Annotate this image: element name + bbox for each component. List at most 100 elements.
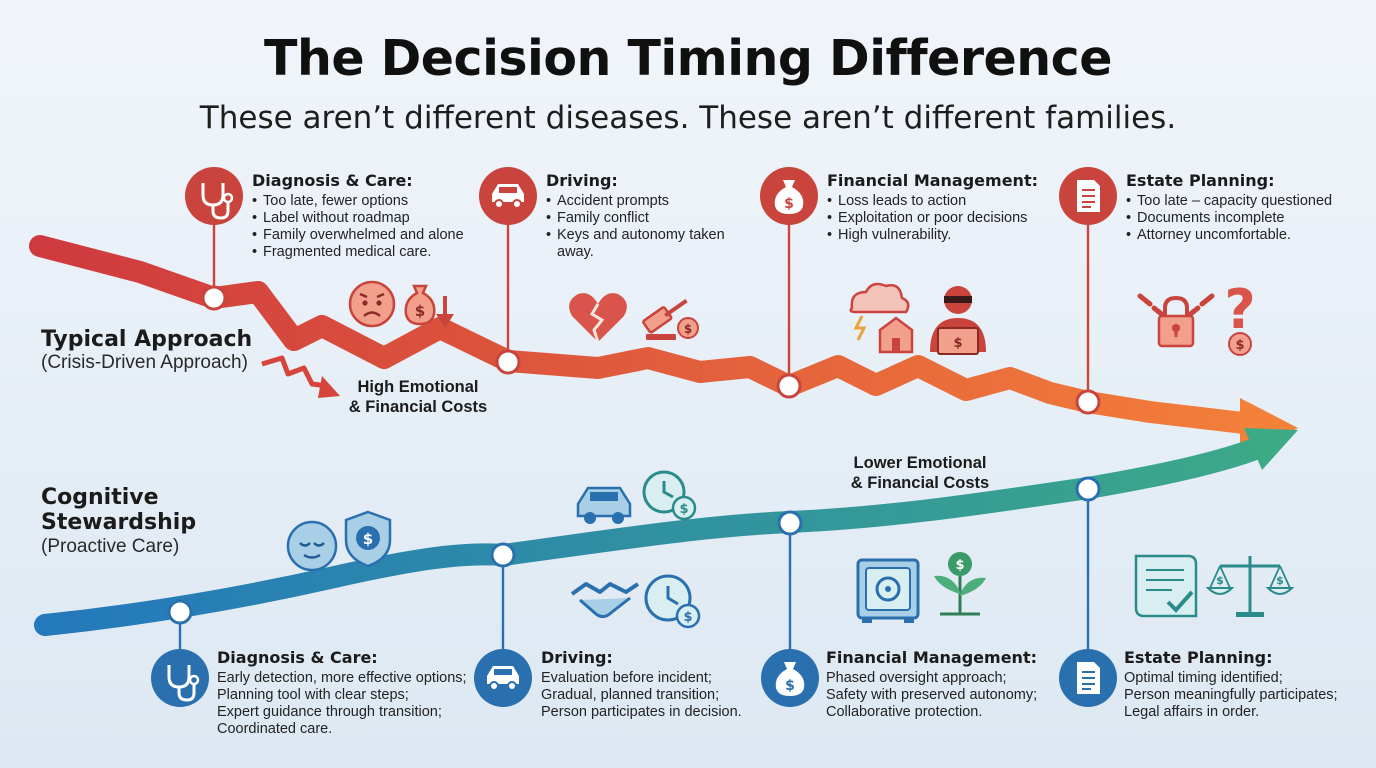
broken-heart-icon [569, 293, 627, 343]
stage-bullet: Family conflict [546, 210, 746, 227]
typical-approach-title: Typical Approach [41, 327, 253, 352]
safe-icon [856, 558, 920, 623]
stage-item: Gradual, planned transition; [541, 686, 720, 703]
stage-item: Collaborative protection. [826, 703, 983, 720]
money-bag-icon: $ [760, 167, 818, 225]
growth-plant-icon: $ [934, 552, 986, 616]
stage-item: Early detection, more effective options; [217, 669, 467, 686]
cognitive-stewardship-title-line1: Cognitive [41, 485, 159, 510]
clock-dollar-icon: $ [642, 470, 697, 521]
lower-costs-line2: & Financial Costs [850, 474, 990, 493]
lower-costs-label: Lower Emotional & Financial Costs [840, 453, 1000, 493]
scammer-icon: $ [930, 286, 986, 355]
stage-bullet: Attorney uncomfortable. [1126, 227, 1366, 244]
typical-stage-estate: Estate Planning: Too late – capacity que… [1126, 171, 1366, 244]
svg-text:$: $ [1235, 338, 1244, 353]
svg-text:$: $ [953, 336, 962, 351]
car-icon [479, 167, 537, 225]
stage-bullet: Label without roadmap [252, 210, 482, 227]
proactive-stage-diagnosis: Diagnosis & Care: Early detection, more … [217, 648, 487, 738]
stethoscope-icon [185, 167, 243, 225]
svg-text:$: $ [363, 530, 373, 548]
stage-item: Safety with preserved autonomy; [826, 686, 1038, 703]
proactive-stage-financial: Financial Management: Phased oversight a… [826, 648, 1056, 721]
stage-item: Person participates in decision. [541, 703, 742, 720]
stage-bullet: Accident prompts [546, 193, 746, 210]
stage-item: Coordinated care. [217, 720, 333, 737]
money-bag-icon: $ [761, 649, 819, 707]
svg-text:$: $ [784, 196, 794, 212]
stage-heading: Estate Planning: [1124, 648, 1273, 667]
lower-costs-line1: Lower Emotional [853, 454, 987, 472]
high-costs-label: High Emotional & Financial Costs [338, 377, 498, 417]
gavel-icon: $ [642, 298, 699, 340]
stage-bullet: Fragmented medical care. [252, 244, 482, 261]
svg-text:?: ? [1224, 278, 1255, 341]
worried-face-icon [348, 280, 396, 328]
stage-bullet: Too late, fewer options [252, 193, 482, 210]
proactive-path-markers [167, 476, 1101, 625]
page-subtitle: These aren’t different diseases. These a… [199, 100, 1177, 136]
stage-heading: Diagnosis & Care: [252, 171, 413, 190]
cognitive-stewardship-subtitle: (Proactive Care) [41, 535, 180, 557]
storm-house-icon [849, 282, 914, 354]
car-icon [474, 649, 532, 707]
stage-heading: Driving: [546, 171, 618, 190]
cognitive-stewardship-label: Cognitive Stewardship (Proactive Care) [41, 485, 196, 557]
scales-icon: $ $ [1205, 556, 1295, 617]
svg-text:$: $ [415, 302, 425, 320]
proactive-stage-driving: Driving: Evaluation before incident; Gra… [541, 648, 766, 721]
typical-stage-diagnosis: Diagnosis & Care: Too late, fewer option… [252, 171, 482, 261]
svg-text:$: $ [683, 610, 692, 625]
shield-dollar-icon: $ [344, 510, 392, 568]
typical-approach-subtitle: (Crisis-Driven Approach) [41, 352, 248, 374]
stage-item: Planning tool with clear steps; [217, 686, 409, 703]
signed-document-icon [1134, 554, 1198, 618]
calm-face-icon [286, 520, 338, 572]
high-costs-line2: & Financial Costs [348, 398, 488, 417]
typical-approach-label: Typical Approach (Crisis-Driven Approach… [41, 327, 252, 374]
stage-item: Expert guidance through transition; [217, 703, 442, 720]
stage-bullet: Exploitation or poor decisions [827, 210, 1057, 227]
typical-stage-financial: Financial Management: Loss leads to acti… [827, 171, 1057, 244]
stage-heading: Diagnosis & Care: [217, 648, 378, 667]
stethoscope-icon [151, 649, 209, 707]
chained-lock-icon [1137, 293, 1215, 348]
proactive-stage-estate: Estate Planning: Optimal timing identifi… [1124, 648, 1364, 721]
handshake-icon [570, 582, 640, 619]
stage-item: Legal affairs in order. [1124, 703, 1260, 720]
document-icon [1059, 167, 1117, 225]
stage-item: Optimal timing identified; [1124, 669, 1283, 686]
stage-item: Phased oversight approach; [826, 669, 1007, 686]
svg-text:$: $ [1216, 574, 1224, 587]
svg-text:$: $ [684, 322, 692, 336]
typical-stage-driving: Driving: Accident prompts Family conflic… [546, 171, 746, 261]
svg-text:$: $ [955, 558, 964, 573]
typical-connector-lines [212, 222, 1090, 402]
stage-bullet: Family overwhelmed and alone [252, 227, 482, 244]
stage-item: Person meaningfully participates; [1124, 686, 1338, 703]
stage-bullet: Loss leads to action [827, 193, 1057, 210]
svg-text:$: $ [1276, 574, 1284, 587]
clock-dollar-icon: $ [644, 574, 701, 629]
svg-text:$: $ [785, 678, 795, 694]
page-title: The Decision Timing Difference [264, 30, 1112, 87]
typical-path-markers [201, 285, 1101, 415]
question-dollar-icon: ? $ [1224, 278, 1256, 356]
stage-item: Evaluation before incident; [541, 669, 712, 686]
stage-heading: Financial Management: [826, 648, 1037, 667]
stage-heading: Driving: [541, 648, 613, 667]
stage-bullet: Keys and autonomy taken away. [546, 227, 746, 261]
stage-bullet: Too late – capacity questioned [1126, 193, 1366, 210]
cognitive-stewardship-title-line2: Stewardship [41, 510, 197, 536]
document-icon [1059, 649, 1117, 707]
money-bag-down-icon: $ [404, 284, 454, 328]
stage-bullet: High vulnerability. [827, 227, 1057, 244]
stage-heading: Financial Management: [827, 171, 1038, 190]
stage-bullet: Documents incomplete [1126, 210, 1366, 227]
stage-heading: Estate Planning: [1126, 171, 1275, 190]
crisis-zigzag-arrow [261, 355, 340, 398]
high-costs-line1: High Emotional [357, 378, 479, 396]
svg-text:$: $ [679, 502, 688, 517]
